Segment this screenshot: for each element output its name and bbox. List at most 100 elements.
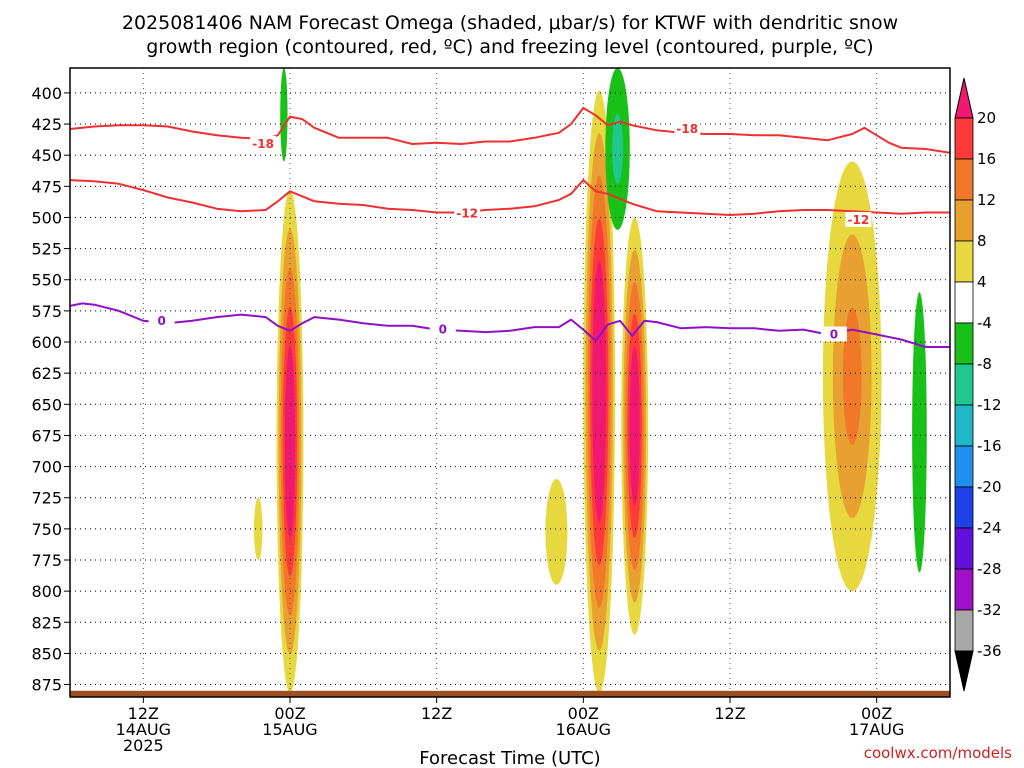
omega-feature-ascent-17aug-12z (994, 236, 1024, 554)
contour-layer (70, 106, 950, 348)
contour-label-bg (250, 135, 277, 151)
contour-label--12: -12 (847, 213, 869, 227)
y-tick-label-425: 425 (31, 115, 62, 134)
y-tick-label-850: 850 (31, 644, 62, 663)
chart-title-line-2: growth region (contoured, red, ºC) and f… (146, 36, 873, 58)
contour-label-bg (454, 205, 481, 221)
y-tick-label-600: 600 (31, 333, 62, 352)
colorbar-bin-4-8 (954, 240, 974, 283)
contour-label-bg (429, 321, 456, 337)
x-tick-label-12-1: 14AUG (116, 720, 171, 739)
grid-layer (70, 68, 950, 697)
y-tick-label-575: 575 (31, 302, 62, 321)
omega-level--8 (1011, 88, 1024, 191)
colorbar-label-12: 12 (977, 191, 996, 209)
x-tick-label-12-0: 12Z (128, 704, 159, 723)
chart-title-line-1: 2025081406 NAM Forecast Omega (shaded, μ… (122, 12, 898, 34)
colorbar: 20 16 12 8 4 -4 -8 -12 -16 -20 -24 -28 -32 -36 (954, 77, 1002, 692)
colorbar-label-8: 8 (977, 232, 987, 250)
y-tick-label-625: 625 (31, 364, 62, 383)
contour-label--12: -12 (456, 207, 478, 221)
x-tick-label-24-0: 00Z (274, 704, 305, 723)
x-tick-label-72-0: 00Z (861, 704, 892, 723)
y-tick-label-475: 475 (31, 177, 62, 196)
omega-level-20 (1012, 334, 1024, 455)
omega-feature-weak-ascent-22z (253, 497, 263, 560)
omega-feature-descent-17aug-mid (912, 292, 927, 573)
omega-level--4 (1006, 68, 1024, 211)
x-tick-label-72-1: 17AUG (849, 720, 904, 739)
omega-level--8 (612, 113, 623, 185)
colorbar-label--16: -16 (977, 437, 1002, 455)
omega-level--12 (1016, 109, 1024, 171)
colorbar-label--28: -28 (977, 560, 1002, 578)
omega-feature-weak-ascent-16aug-early (545, 479, 568, 585)
x-tick-label-36-0: 12Z (421, 704, 452, 723)
omega-level-21 (630, 354, 640, 498)
colorbar-under-triangle (954, 650, 974, 692)
colorbar-bin-8-12 (954, 199, 974, 242)
contour-label-0: 0 (830, 328, 838, 342)
colorbar-bin--12--8 (954, 363, 974, 406)
contour-0 (70, 302, 950, 348)
y-tick-label-800: 800 (31, 582, 62, 601)
omega-feature-descent-17aug-12z-upper (1006, 68, 1024, 211)
colorbar-bin--32--28 (954, 568, 974, 611)
contour-label--18: -18 (252, 137, 274, 151)
y-tick-label-400: 400 (31, 84, 62, 103)
omega-feature-ascent-17aug-broad (822, 161, 882, 592)
omega-shading-layer (253, 68, 1024, 694)
credit-text: coolwx.com/models (864, 744, 1012, 762)
y-tick-label-525: 525 (31, 240, 62, 259)
x-tick-label-60-0: 12Z (714, 704, 745, 723)
omega-level-4 (545, 479, 568, 585)
omega-level-4 (994, 236, 1024, 554)
colorbar-bin--28--24 (954, 527, 974, 570)
plot-background (70, 68, 950, 697)
colorbar-label--20: -20 (977, 478, 1002, 496)
y-tick-label-500: 500 (31, 208, 62, 227)
y-tick-label-550: 550 (31, 271, 62, 290)
colorbar-label-16: 16 (977, 150, 996, 168)
omega-feature-ascent-16aug-main (583, 90, 616, 694)
colorbar-label--8: -8 (977, 355, 992, 373)
contour-label--18: -18 (676, 122, 698, 136)
y-tick-label-450: 450 (31, 146, 62, 165)
omega-level-21 (1013, 340, 1024, 449)
colorbar-bin--16--12 (954, 404, 974, 447)
omega-level-12 (1003, 285, 1024, 504)
colorbar-bin--24--20 (954, 486, 974, 529)
omega-level-12 (842, 307, 862, 446)
colorbar-label--24: -24 (977, 519, 1002, 537)
contour-label-0: 0 (157, 314, 165, 328)
y-tick-label-825: 825 (31, 613, 62, 632)
y-tick-label-775: 775 (31, 551, 62, 570)
omega-level-8 (999, 261, 1024, 530)
colorbar-bin--36--32 (954, 609, 974, 652)
x-tick-label-48-1: 16AUG (556, 720, 611, 739)
omega-level-4 (253, 497, 263, 560)
colorbar-label--4: -4 (977, 314, 992, 332)
colorbar-bin-16-20 (954, 117, 974, 160)
x-tick-label-48-0: 00Z (568, 704, 599, 723)
omega-level--4 (280, 68, 288, 162)
y-tick-label-725: 725 (31, 489, 62, 508)
colorbar-label--32: -32 (977, 601, 1002, 619)
y-tick-label-700: 700 (31, 458, 62, 477)
plot-frame (69, 67, 951, 698)
omega-level-21 (285, 355, 295, 529)
colorbar-bin--4-4 (954, 281, 974, 324)
omega-feature-ascent-15aug (276, 190, 304, 694)
y-tick-label-875: 875 (31, 676, 62, 695)
omega-feature-descent-15aug-upper (280, 68, 288, 162)
contour--12 (70, 179, 950, 216)
y-tick-label-650: 650 (31, 395, 62, 414)
x-tick-label-24-1: 15AUG (262, 720, 317, 739)
colorbar-over-triangle (954, 77, 974, 119)
colorbar-bin--8--4 (954, 322, 974, 365)
omega-feature-descent-16aug-upper (605, 68, 630, 230)
colorbar-label-4: 4 (977, 273, 987, 291)
